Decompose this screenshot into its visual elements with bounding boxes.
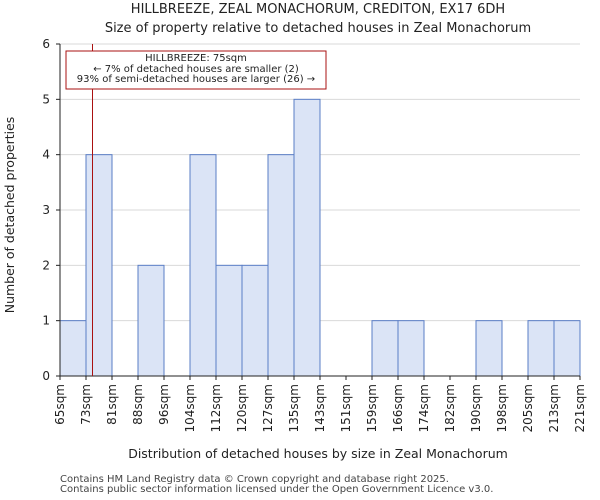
x-tick-label: 198sqm (495, 384, 509, 432)
x-tick-label: 166sqm (391, 384, 405, 432)
y-tick-label: 4 (42, 148, 50, 162)
annotation-border (65, 50, 327, 90)
bar (59, 320, 87, 377)
x-tick-label: 81sqm (105, 384, 119, 425)
x-tick-label: 159sqm (365, 384, 379, 432)
bars (59, 98, 581, 377)
y-axis-label: Number of detached properties (2, 117, 17, 314)
y-tick-label: 0 (42, 369, 50, 383)
x-tick-label: 104sqm (183, 384, 197, 432)
annotation-line: HILLBREEZE: 75sqm (145, 53, 247, 64)
bar (215, 264, 243, 377)
y-tick-label: 2 (42, 258, 50, 272)
x-tick-label: 213sqm (547, 384, 561, 432)
x-tick-labels: 65sqm 73sqm 81sqm 88sqm 96sqm 104sqm 112sqm 120… (53, 376, 587, 432)
bar (527, 320, 555, 377)
bar (85, 154, 113, 377)
x-tick-label: 120sqm (235, 384, 249, 432)
x-tick-label: 127sqm (261, 384, 275, 432)
x-tick-label: 73sqm (79, 384, 93, 425)
x-tick-label: 182sqm (443, 384, 457, 432)
x-axis-label: Distribution of detached houses by size … (128, 446, 508, 461)
footer-line-2: Contains public sector information licen… (60, 484, 494, 495)
chart-subtitle: Size of property relative to detached ho… (105, 21, 531, 36)
x-tick-label: 174sqm (417, 384, 431, 432)
bar (241, 264, 269, 377)
x-tick-label: 112sqm (209, 384, 223, 432)
annotation-line: ← 7% of detached houses are smaller (2) (93, 64, 299, 75)
bar (397, 320, 425, 377)
x-tick-label: 65sqm (53, 384, 67, 425)
y-tick-label: 5 (42, 92, 50, 106)
x-tick-label: 135sqm (287, 384, 301, 432)
x-tick-label: 151sqm (339, 384, 353, 432)
y-tick-labels: 0 1 2 3 4 5 6 (42, 37, 60, 383)
x-tick-label: 96sqm (157, 384, 171, 425)
y-tick-label: 1 (42, 314, 50, 328)
y-tick-label: 3 (42, 203, 50, 217)
annotation-line: 93% of semi-detached houses are larger (… (77, 74, 315, 85)
annotation-box: HILLBREEZE: 75sqm← 7% of detached houses… (65, 50, 327, 90)
bar (293, 98, 321, 377)
bar (267, 154, 295, 377)
bar (137, 264, 165, 377)
bar (475, 320, 503, 377)
bar (371, 320, 399, 377)
bar (553, 320, 581, 377)
x-tick-label: 190sqm (469, 384, 483, 432)
chart-title: HILLBREEZE, ZEAL MONACHORUM, CREDITON, E… (131, 2, 505, 17)
x-tick-label: 221sqm (573, 384, 587, 432)
footer-line-1: Contains HM Land Registry data © Crown c… (60, 474, 449, 485)
x-tick-label: 143sqm (313, 384, 327, 432)
x-tick-label: 205sqm (521, 384, 535, 432)
x-tick-label: 88sqm (131, 384, 145, 425)
y-tick-label: 6 (42, 37, 50, 51)
bar (189, 154, 217, 377)
